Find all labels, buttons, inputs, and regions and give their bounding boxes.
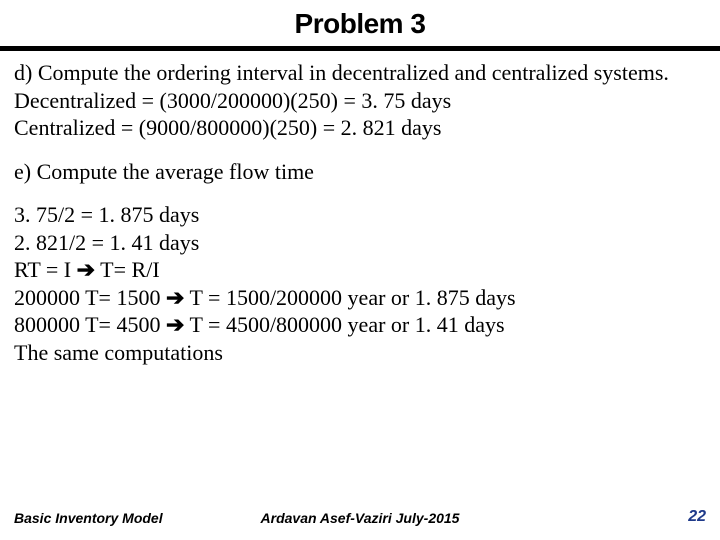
part-d-line1: Decentralized = (3000/200000)(250) = 3. … <box>14 87 706 115</box>
title-bar: Problem 3 <box>0 0 720 44</box>
part-e-line4: 200000 T= 1500 ➔ T = 1500/200000 year or… <box>14 284 706 312</box>
part-e-line3a: RT = I <box>14 257 77 282</box>
page-number: 22 <box>688 508 706 526</box>
content-area: d) Compute the ordering interval in dece… <box>0 51 720 366</box>
arrow-icon: ➔ <box>77 257 95 282</box>
part-e-line3: RT = I ➔ T= R/I <box>14 256 706 284</box>
footer-left: Basic Inventory Model <box>14 510 163 526</box>
part-e-line5a: 800000 T= 4500 <box>14 312 166 337</box>
part-d-line2: Centralized = (9000/800000)(250) = 2. 82… <box>14 114 706 142</box>
footer-center: Ardavan Asef-Vaziri July-2015 <box>261 510 460 526</box>
part-d-question: d) Compute the ordering interval in dece… <box>14 59 706 87</box>
arrow-icon: ➔ <box>166 312 184 337</box>
part-e-line6: The same computations <box>14 339 706 367</box>
part-e-line2: 2. 821/2 = 1. 41 days <box>14 229 706 257</box>
part-e-question: e) Compute the average flow time <box>14 158 706 186</box>
part-e-line5: 800000 T= 4500 ➔ T = 4500/800000 year or… <box>14 311 706 339</box>
part-e-line4b: T = 1500/200000 year or 1. 875 days <box>184 285 515 310</box>
slide-title: Problem 3 <box>0 8 720 40</box>
arrow-icon: ➔ <box>166 285 184 310</box>
footer: Basic Inventory Model Ardavan Asef-Vazir… <box>0 508 720 526</box>
part-e-line5b: T = 4500/800000 year or 1. 41 days <box>184 312 504 337</box>
part-e-line3b: T= R/I <box>95 257 160 282</box>
part-e-line4a: 200000 T= 1500 <box>14 285 166 310</box>
part-e-line1: 3. 75/2 = 1. 875 days <box>14 201 706 229</box>
